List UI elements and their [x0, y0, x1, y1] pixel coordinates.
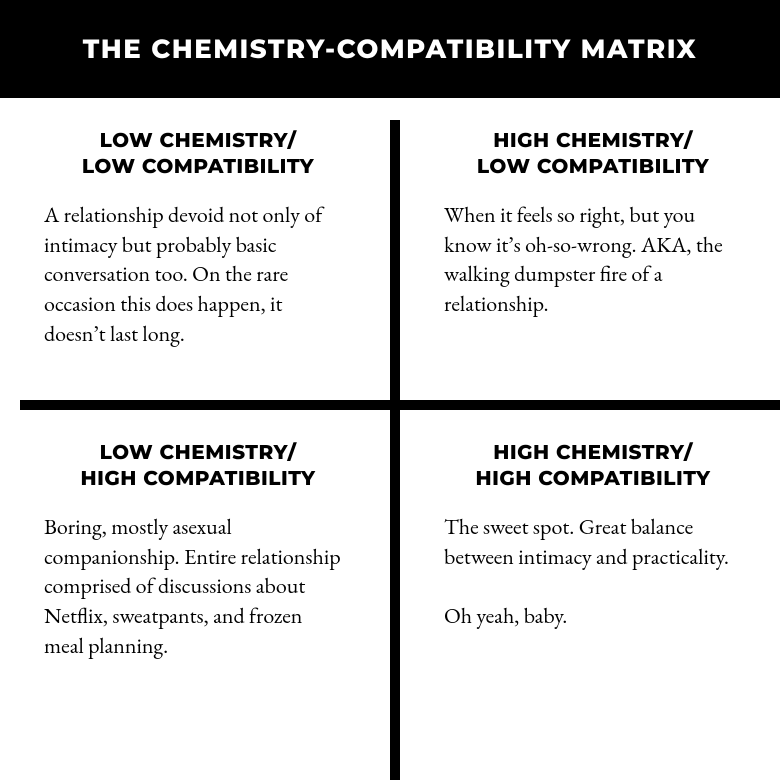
- quadrant-low-chem-low-compat: LOW CHEMISTRY/ LOW COMPATIBILITY A relat…: [0, 98, 390, 400]
- quadrant-low-chem-high-compat: LOW CHEMISTRY/ HIGH COMPATIBILITY Boring…: [0, 410, 390, 780]
- quadrant-high-chem-high-compat: HIGH CHEMISTRY/ HIGH COMPATIBILITY The s…: [400, 410, 780, 780]
- quadrant-heading: LOW CHEMISTRY/ HIGH COMPATIBILITY: [44, 440, 352, 492]
- quadrant-heading: LOW CHEMISTRY/ LOW COMPATIBILITY: [44, 128, 352, 180]
- quadrant-high-chem-low-compat: HIGH CHEMISTRY/ LOW COMPATIBILITY When i…: [400, 98, 780, 400]
- quadrant-heading: HIGH CHEMISTRY/ LOW COMPATIBILITY: [444, 128, 742, 180]
- quadrant-body: When it feels so right, but you know it’…: [444, 200, 742, 319]
- quadrant-body: Boring, mostly asexual companionship. En…: [44, 512, 352, 660]
- quadrant-body: A relationship devoid not only of intima…: [44, 200, 352, 348]
- vertical-divider: [390, 120, 400, 780]
- quadrant-body: The sweet spot. Great balance between in…: [444, 512, 742, 631]
- header-bar: THE CHEMISTRY-COMPATIBILITY MATRIX: [0, 0, 780, 98]
- horizontal-divider: [20, 400, 780, 410]
- compatibility-matrix: LOW CHEMISTRY/ LOW COMPATIBILITY A relat…: [0, 98, 780, 780]
- quadrant-heading: HIGH CHEMISTRY/ HIGH COMPATIBILITY: [444, 440, 742, 492]
- page-title: THE CHEMISTRY-COMPATIBILITY MATRIX: [83, 33, 697, 65]
